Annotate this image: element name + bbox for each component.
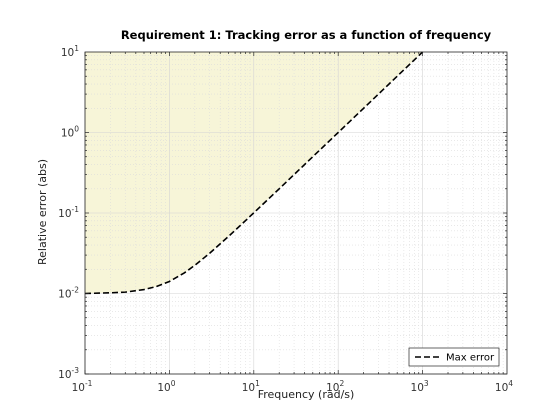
y-tick-label: 10-2 xyxy=(58,286,79,301)
x-tick-label: 103 xyxy=(411,379,429,394)
chart-title: Requirement 1: Tracking error as a funct… xyxy=(121,28,492,42)
legend-label-max-error: Max error xyxy=(446,353,495,364)
x-tick-label: 10-1 xyxy=(72,379,93,394)
y-tick-label: 10-1 xyxy=(58,205,79,220)
legend-box xyxy=(408,347,500,367)
x-axis-label: Frequency (rad/s) xyxy=(258,388,355,401)
x-tick-label: 104 xyxy=(495,379,513,394)
y-tick-label: 10-3 xyxy=(58,366,79,381)
y-tick-label: 101 xyxy=(61,44,79,59)
legend: Max error xyxy=(408,347,500,367)
x-tick-label: 101 xyxy=(242,379,260,394)
y-tick-label: 100 xyxy=(61,125,79,140)
x-tick-label: 102 xyxy=(326,379,344,394)
y-axis-label: Relative error (abs) xyxy=(36,159,49,265)
x-tick-label: 100 xyxy=(157,379,175,394)
